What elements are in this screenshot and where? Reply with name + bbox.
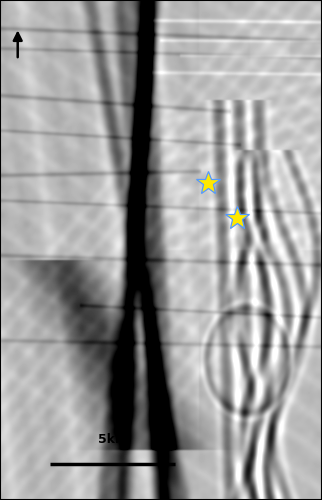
Text: 5km: 5km: [98, 433, 128, 446]
